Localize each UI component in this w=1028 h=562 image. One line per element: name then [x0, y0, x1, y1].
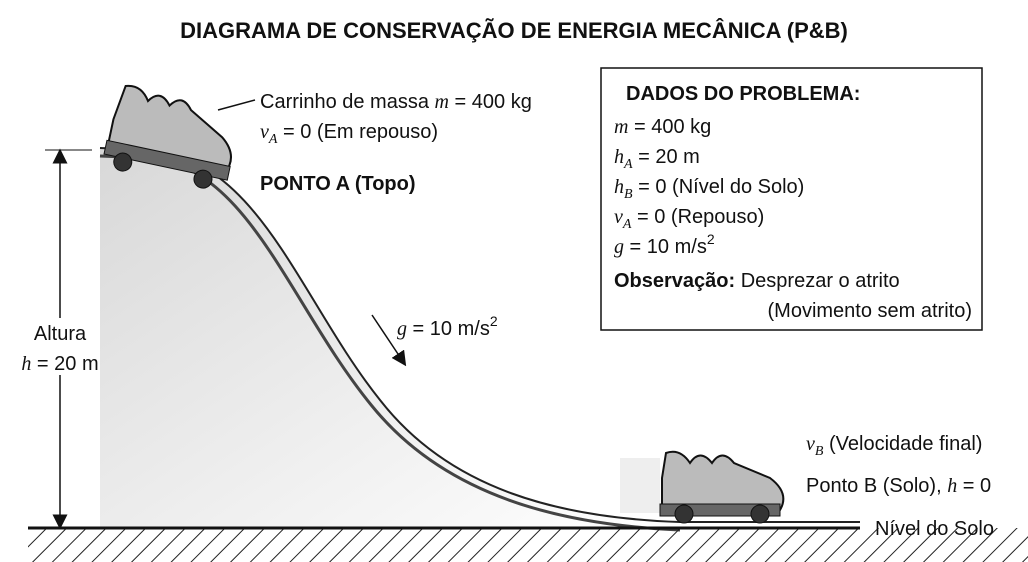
car-b: [620, 450, 785, 524]
rest: = 400 kg: [628, 116, 711, 138]
note-cont: (Movimento sem atrito): [768, 300, 973, 322]
leader-line: [217, 99, 256, 111]
track-bottom: [99, 154, 681, 532]
var: v: [614, 206, 623, 228]
sub: A: [622, 217, 632, 232]
note: Observação: Desprezar o atrito: [614, 270, 900, 292]
gravity-label: g = 10 m/s2: [397, 313, 498, 340]
point-b-label: Ponto B (Solo), h = 0: [806, 475, 991, 497]
car-a: [103, 84, 232, 189]
data-line: m = 400 kg: [614, 116, 711, 138]
data-line: vA = 0 (Repouso): [614, 206, 764, 232]
data-line: hB = 0 (Nível do Solo): [614, 176, 804, 202]
rest: = 10 m/s: [624, 236, 707, 258]
ground-hatch: [28, 528, 1028, 562]
motion-blur: [620, 458, 660, 513]
var: h: [614, 146, 624, 168]
title: DIAGRAMA DE CONSERVAÇÃO DE ENERGIA MECÂN…: [180, 18, 848, 43]
data-box: [600, 67, 983, 331]
data-box-title: DADOS DO PROBLEMA:: [626, 83, 860, 105]
mass-label: Carrinho de massa m = 400 kg: [260, 91, 532, 113]
point-a-label: PONTO A (Topo): [260, 173, 416, 195]
var: m: [614, 116, 628, 138]
sup: 2: [707, 231, 715, 247]
var: g: [614, 236, 624, 258]
sub: B: [624, 187, 633, 202]
ground-label: Nível do Solo: [875, 518, 994, 540]
rest: = 0 (Repouso): [631, 206, 764, 228]
velocity-b: vB (Velocidade final): [806, 433, 982, 459]
var: h: [614, 176, 624, 198]
height-label: Altura: [34, 323, 87, 345]
rest: = 20 m: [633, 146, 700, 168]
data-line: g = 10 m/s2: [614, 231, 715, 258]
data-line: hA = 20 m: [614, 146, 700, 172]
sub: A: [623, 157, 633, 172]
height-value: h = 20 m: [21, 353, 98, 375]
track-top: [99, 147, 860, 523]
gravity-arrow: [371, 314, 407, 367]
velocity-a: vA = 0 (Em repouso): [260, 121, 438, 147]
rest: = 0 (Nível do Solo): [633, 176, 805, 198]
hill: [100, 148, 680, 528]
